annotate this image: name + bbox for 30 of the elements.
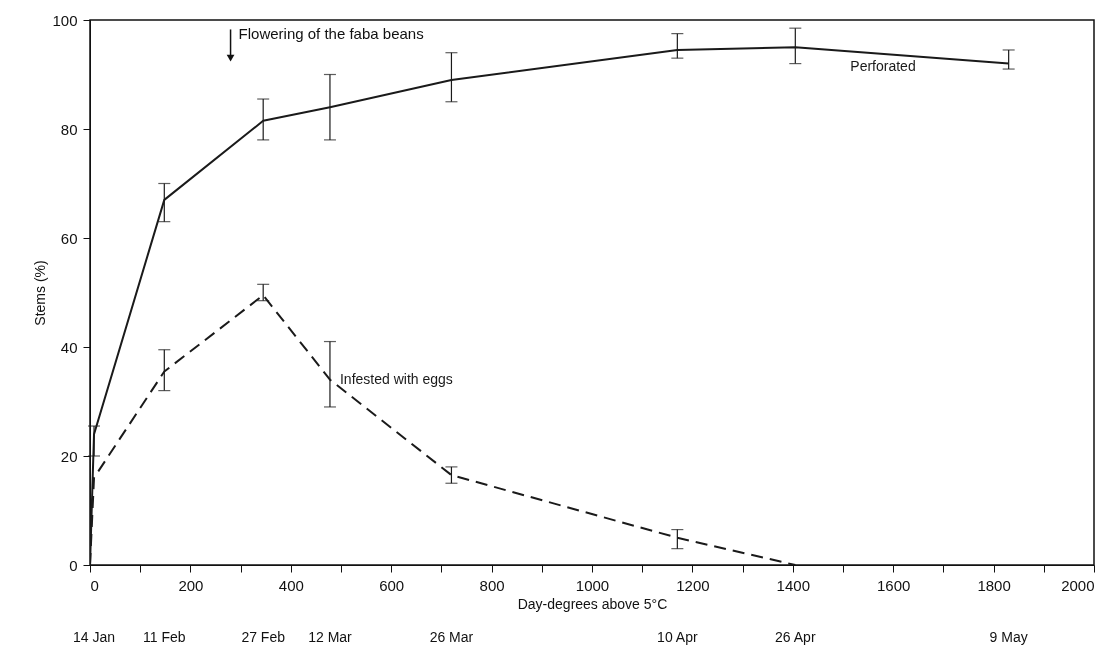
- y-tick-label: 60: [60, 229, 78, 247]
- series-label: Infested with eggs: [339, 370, 453, 387]
- x-tick-label: 0: [90, 576, 99, 594]
- x-tick-label: 600: [379, 576, 405, 594]
- text: 12 Mar: [308, 629, 353, 645]
- text: 26 Apr: [775, 629, 816, 645]
- x-tick-label: 1400: [776, 576, 810, 594]
- x-tick-label: 800: [479, 576, 505, 594]
- text: 14 Jan: [72, 629, 116, 645]
- y-tick-label: 20: [60, 447, 78, 465]
- y-tick-label: 0: [69, 556, 78, 574]
- text: 26 Mar: [429, 629, 474, 645]
- x-tick-label: 1000: [575, 576, 610, 594]
- text: 27 Feb: [241, 629, 286, 645]
- y-tick-label: 40: [60, 338, 78, 356]
- x-tick-label: 2000: [1061, 576, 1095, 594]
- y-tick-label: 80: [60, 120, 78, 138]
- text: 11 Feb: [143, 629, 186, 645]
- text: 10 Apr: [657, 629, 698, 645]
- series-label: Perforated: [850, 58, 916, 75]
- y-axis-title: Stems (%): [32, 260, 49, 326]
- x-tick-label: 200: [178, 576, 204, 594]
- text: 9 May: [989, 629, 1028, 645]
- x-tick-label: 1200: [676, 576, 710, 594]
- x-axis-title: Day-degrees above 5°C: [517, 595, 668, 612]
- x-tick-label: 1800: [977, 576, 1011, 594]
- annotation: Flowering of the faba beans: [238, 25, 424, 43]
- x-tick-label: 1600: [877, 576, 911, 594]
- x-tick-label: 400: [278, 576, 304, 594]
- y-tick-label: 100: [52, 11, 78, 29]
